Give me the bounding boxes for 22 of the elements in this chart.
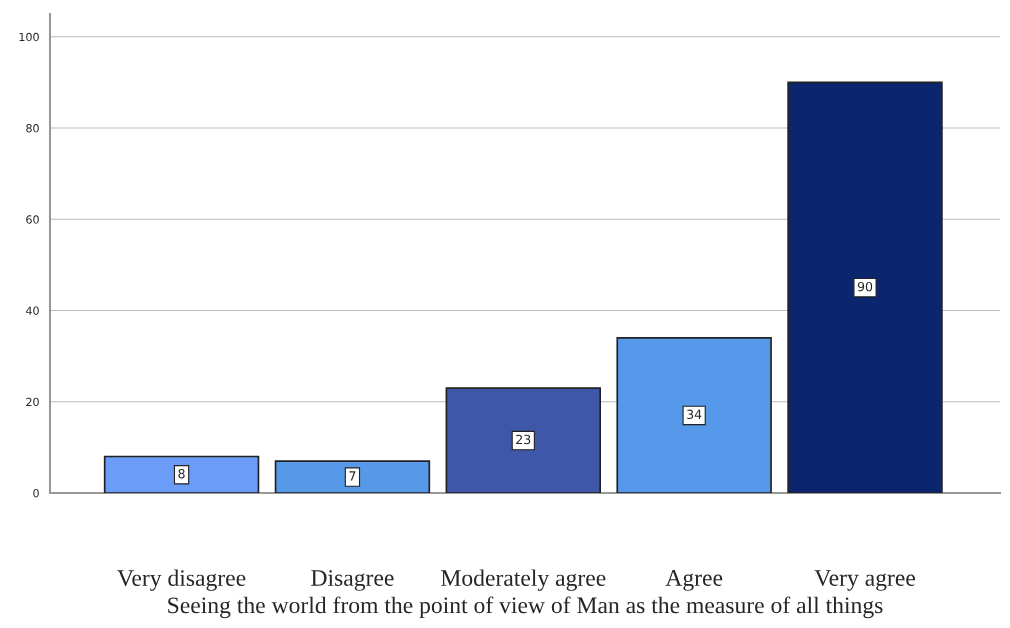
bar [274, 460, 431, 493]
data-label: 8 [178, 468, 185, 479]
bar [616, 337, 772, 493]
bar [103, 455, 260, 493]
data-label: 34 [687, 409, 702, 420]
y-tick-label: 20 [26, 397, 39, 407]
x-tick-label: Agree [665, 570, 723, 591]
y-tick-label: 40 [25, 306, 39, 315]
data-label: 90 [857, 281, 873, 292]
data-label: 23 [516, 434, 531, 445]
y-tick-label: 0 [33, 488, 39, 498]
y-tick-label: 60 [26, 215, 39, 224]
y-tick-label: 100 [19, 32, 39, 42]
x-axis-title: Seeing the world from the point of view of Man as the measure of all things [168, 596, 883, 619]
x-tick-label: Very agree [814, 570, 915, 591]
bar [445, 387, 602, 493]
x-tick-label: Moderately agree [441, 569, 606, 591]
x-tick-label: Disagree [311, 570, 394, 591]
x-tick-label: Very disagree [117, 569, 246, 591]
y-tick-label: 80 [26, 124, 39, 133]
bar [787, 81, 943, 493]
data-label: 7 [349, 471, 356, 481]
